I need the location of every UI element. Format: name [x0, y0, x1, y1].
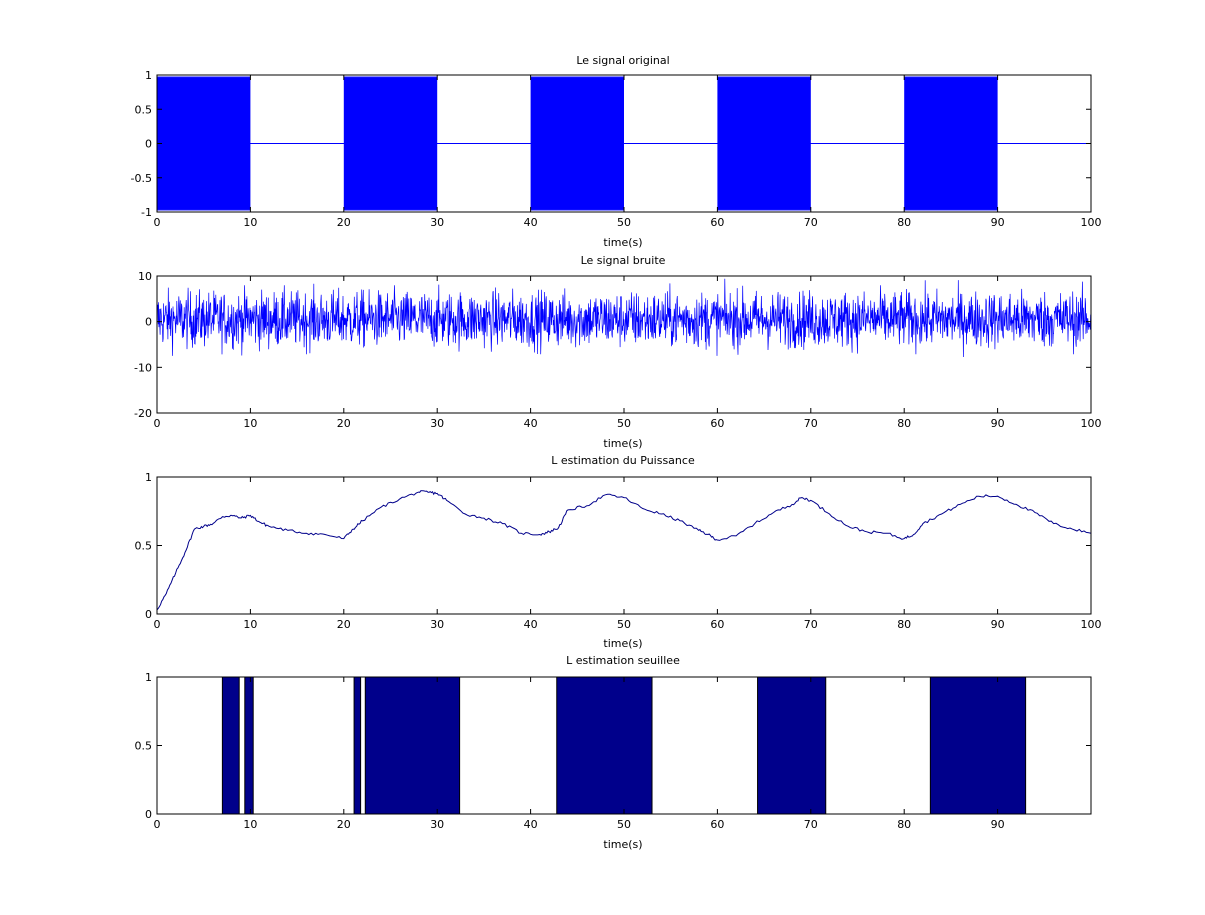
y-tick-label: 0.5	[135, 740, 153, 753]
x-tick-label: 0	[154, 216, 161, 229]
signal-on-segment	[343, 77, 438, 210]
x-tick-label: 90	[991, 216, 1005, 229]
x-tick-label: 70	[804, 818, 818, 831]
y-tick-label: 0.5	[135, 103, 153, 116]
x-tick-label: 60	[710, 216, 724, 229]
x-tick-label: 30	[430, 818, 444, 831]
x-tick-label: 80	[897, 417, 911, 430]
threshold-on-block	[353, 676, 362, 815]
x-tick-label: 20	[337, 818, 351, 831]
x-tick-label: 0	[154, 818, 161, 831]
subplot-1-xlabel: time(s)	[603, 236, 642, 249]
subplot-3-title: L estimation du Puissance	[551, 454, 695, 467]
x-tick-label: 50	[617, 417, 631, 430]
threshold-on-block	[364, 676, 461, 815]
power-estimate-line	[156, 490, 1092, 611]
x-tick-label: 50	[617, 818, 631, 831]
subplot-4-xlabel: time(s)	[603, 838, 642, 851]
x-tick-label: 40	[524, 417, 538, 430]
threshold-on-block	[757, 676, 827, 815]
x-tick-label: 70	[804, 417, 818, 430]
signal-on-segment	[157, 77, 251, 210]
x-tick-label: 90	[991, 618, 1005, 631]
subplot-4-ticks: 0 10 20 30 40 50 60 70 80 90 0 0.5 1	[135, 671, 1091, 831]
threshold-on-block	[929, 676, 1027, 815]
x-tick-label: 50	[617, 216, 631, 229]
x-tick-label: 50	[617, 618, 631, 631]
x-tick-label: 70	[804, 618, 818, 631]
x-tick-label: 20	[337, 417, 351, 430]
x-tick-label: 10	[243, 216, 257, 229]
x-tick-label: 60	[710, 818, 724, 831]
x-tick-label: 80	[897, 216, 911, 229]
noisy-signal-trace	[156, 278, 1092, 358]
x-tick-label: 60	[710, 417, 724, 430]
subplot-thresholded-estimate: L estimation seuillee 0 10 20 30 40 50 60 70 80 9…	[135, 654, 1092, 851]
y-tick-label: -0.5	[131, 172, 152, 185]
subplot-2-xlabel: time(s)	[603, 437, 642, 450]
x-tick-label: 100	[1081, 216, 1102, 229]
x-tick-label: 20	[337, 618, 351, 631]
y-tick-label: 1	[145, 671, 152, 684]
y-tick-label: -1	[141, 206, 152, 219]
threshold-on-block	[556, 676, 653, 815]
x-tick-label: 30	[430, 216, 444, 229]
signal-on-segment	[717, 77, 811, 210]
x-tick-label: 60	[710, 618, 724, 631]
x-tick-label: 0	[154, 618, 161, 631]
x-tick-label: 0	[154, 417, 161, 430]
subplot-1-title: Le signal original	[576, 54, 669, 67]
subplot-2-plot-area	[156, 278, 1092, 358]
y-tick-label: 0	[145, 138, 152, 151]
x-tick-label: 70	[804, 216, 818, 229]
threshold-on-block	[244, 676, 254, 815]
y-tick-label: 1	[145, 471, 152, 484]
x-tick-label: 80	[897, 818, 911, 831]
x-tick-label: 90	[991, 417, 1005, 430]
x-tick-label: 30	[430, 618, 444, 631]
subplot-original-signal: Le signal original 0 10 20 30 40 50 60 70 80 90 10…	[131, 54, 1102, 249]
x-tick-label: 80	[897, 618, 911, 631]
subplot-3-xlabel: time(s)	[603, 637, 642, 650]
subplot-2-title: Le signal bruite	[581, 254, 666, 267]
threshold-on-block	[221, 676, 240, 815]
y-tick-label: 0.5	[135, 540, 153, 553]
subplot-4-plot-area	[221, 676, 1027, 815]
x-tick-label: 40	[524, 818, 538, 831]
x-tick-label: 100	[1081, 618, 1102, 631]
y-tick-label: -10	[134, 361, 152, 374]
y-tick-label: -20	[134, 407, 152, 420]
x-tick-label: 100	[1081, 417, 1102, 430]
subplot-3-plot-area	[156, 490, 1092, 611]
y-tick-label: 0	[145, 608, 152, 621]
x-tick-label: 40	[524, 618, 538, 631]
subplot-power-estimate: L estimation du Puissance 0 10 20 30 40 50 60 7…	[135, 454, 1102, 650]
x-tick-label: 10	[243, 618, 257, 631]
subplot-noisy-signal: Le signal bruite 0 10 20 30 40 50 60 70 80 90 100-…	[134, 254, 1101, 450]
signal-on-segment	[904, 77, 998, 210]
subplot-3-ticks: 0 10 20 30 40 50 60 70 80 90 100 0 0.5 1	[135, 471, 1102, 631]
y-tick-label: 0	[145, 316, 152, 329]
y-tick-label: 10	[138, 270, 152, 283]
subplot-4-title: L estimation seuillee	[566, 654, 680, 667]
subplot-1-plot-area	[157, 76, 1091, 211]
subplot-1-ticks: 0 10 20 30 40 50 60 70 80 90 100 -1 -0.5 0 0.5 1	[131, 69, 1102, 229]
x-tick-label: 10	[243, 818, 257, 831]
y-tick-label: 1	[145, 69, 152, 82]
x-tick-label: 30	[430, 417, 444, 430]
x-tick-label: 10	[243, 417, 257, 430]
x-tick-label: 20	[337, 216, 351, 229]
x-tick-label: 90	[991, 818, 1005, 831]
signal-on-segment	[530, 77, 624, 210]
subplot-2-ticks: 0 10 20 30 40 50 60 70 80 90 100 -20 -10 0 10	[134, 270, 1101, 430]
x-tick-label: 40	[524, 216, 538, 229]
y-tick-label: 0	[145, 808, 152, 821]
